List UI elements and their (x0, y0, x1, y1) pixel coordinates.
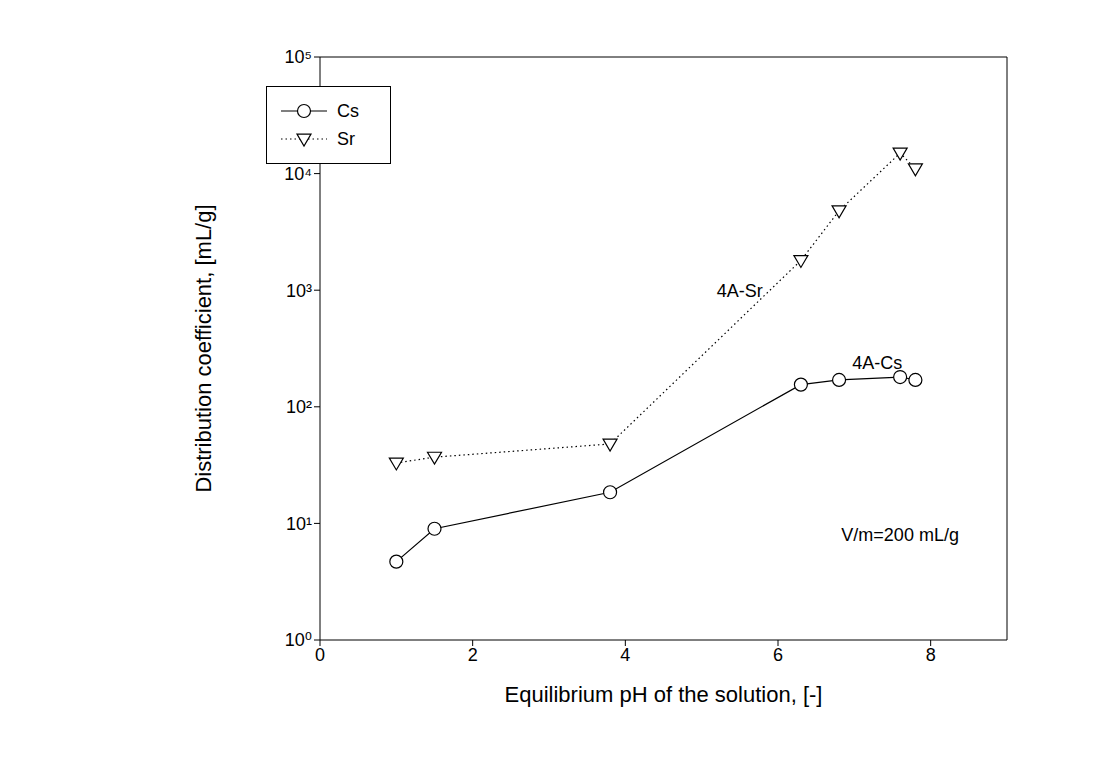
svg-text:Distribution coefficient, [mL/: Distribution coefficient, [mL/g] (191, 204, 216, 492)
svg-text:4A-Sr: 4A-Sr (717, 281, 763, 301)
svg-text:2: 2 (468, 645, 478, 665)
svg-text:0: 0 (315, 645, 325, 665)
svg-text:10²: 10² (286, 397, 312, 417)
svg-text:8: 8 (926, 645, 936, 665)
html-text:Sr: Sr (337, 128, 355, 149)
svg-text:4A-Cs: 4A-Cs (852, 353, 902, 373)
html-text:Cs: Cs (337, 100, 359, 121)
svg-text:10⁵: 10⁵ (285, 47, 312, 67)
svg-text:10¹: 10¹ (286, 514, 312, 534)
svg-text:10³: 10³ (286, 281, 312, 301)
svg-text:10⁰: 10⁰ (285, 630, 312, 650)
svg-text:10⁴: 10⁴ (284, 164, 312, 184)
svg-text:Equilibrium pH of the solution: Equilibrium pH of the solution, [-] (505, 682, 823, 707)
svg-text:6: 6 (773, 645, 783, 665)
svg-text:4: 4 (620, 645, 630, 665)
svg-text:V/m=200 mL/g: V/m=200 mL/g (841, 525, 959, 545)
